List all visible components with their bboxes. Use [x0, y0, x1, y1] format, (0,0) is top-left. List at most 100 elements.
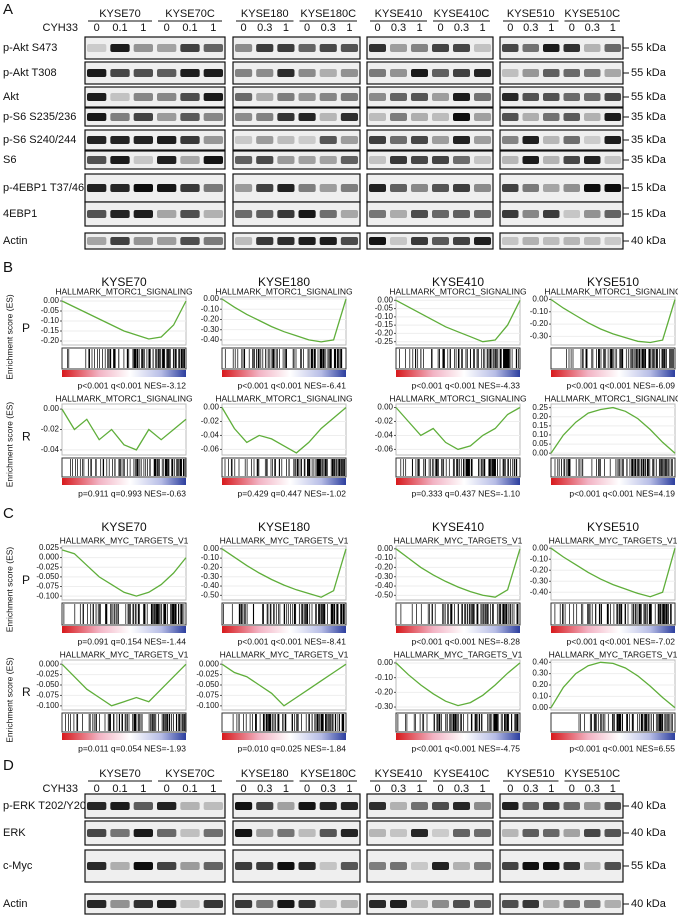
rank-colorbar	[551, 478, 675, 485]
blot-band	[298, 156, 316, 164]
dose-label: 0	[507, 22, 513, 34]
y-tick-label: -0.10	[530, 554, 549, 563]
y-tick-label: -0.05	[41, 306, 60, 315]
es-curve	[550, 547, 676, 598]
blot-box	[499, 201, 624, 227]
rank-colorbar	[222, 370, 346, 377]
blot-box	[499, 107, 624, 127]
blot-band	[369, 93, 386, 101]
blot-band	[584, 900, 601, 908]
blot-band	[180, 237, 200, 245]
plot-subtitle: HALLMARK_MYC_TARGETS_V1	[60, 649, 189, 659]
y-tick-label: -0.50	[375, 590, 394, 599]
y-tick-label: -0.10	[375, 312, 394, 321]
blot-band	[110, 900, 130, 908]
column-title: KYSE510	[587, 275, 639, 289]
blot-band	[453, 237, 470, 245]
plot-subtitle: HALLMARK_MYC_TARGETS_V1	[394, 649, 523, 659]
blot-band	[563, 829, 580, 837]
blot-band	[203, 829, 223, 837]
blot-band	[543, 136, 560, 144]
blot-band	[369, 237, 386, 245]
y-tick-label: -0.02	[375, 417, 394, 426]
blot-band	[133, 862, 153, 870]
blot-band	[87, 69, 107, 77]
blot-band	[157, 862, 177, 870]
blot-band	[563, 210, 580, 218]
blot-box	[366, 820, 494, 846]
blot-band	[256, 829, 274, 837]
blot-band	[319, 44, 337, 52]
blot-band	[369, 113, 386, 121]
dose-label: 0.3	[454, 22, 469, 34]
hit-barcode	[554, 459, 673, 476]
blot-band	[180, 184, 200, 192]
stats-label: p=0.333 q=0.437 NES=-1.10	[412, 488, 521, 498]
blot-band	[369, 900, 386, 908]
y-tick-label: 0.10	[532, 430, 548, 439]
blot-box	[84, 61, 226, 85]
blot-band	[157, 210, 177, 218]
dose-label: 0.3	[585, 783, 600, 795]
blot-band	[474, 802, 491, 810]
blot-band	[453, 802, 470, 810]
blot-band	[319, 113, 337, 121]
hit-barcode	[224, 459, 346, 476]
y-tick-label: -0.025	[36, 670, 59, 679]
y-tick-label: 0.000	[39, 659, 60, 668]
blot-band	[390, 210, 407, 218]
y-tick-label: -0.20	[530, 565, 549, 574]
y-tick-label: -0.10	[201, 553, 220, 562]
blot-band	[340, 900, 358, 908]
blot-band	[563, 802, 580, 810]
hit-barcode	[223, 604, 345, 624]
dose-label: 0.3	[257, 22, 272, 34]
blot-band	[235, 829, 253, 837]
dose-label: 0	[241, 22, 247, 34]
dose-label: 0	[304, 783, 310, 795]
blot-band	[277, 210, 295, 218]
protein-label: S6	[3, 154, 16, 166]
blot-box	[232, 849, 361, 883]
panel-letter: C	[3, 505, 14, 522]
y-tick-label: -0.10	[201, 304, 220, 313]
rank-colorbar	[396, 370, 520, 377]
dose-label: 1	[548, 783, 554, 795]
blot-band	[502, 93, 519, 101]
row-label: R	[22, 430, 31, 444]
blot-band	[453, 156, 470, 164]
blot-band	[235, 44, 253, 52]
blot-band	[432, 93, 449, 101]
plot-subtitle: HALLMARK_MYC_TARGETS_V1	[60, 535, 189, 545]
blot-band	[203, 93, 223, 101]
y-tick-label: -0.100	[196, 701, 219, 710]
y-tick-label: -0.20	[375, 329, 394, 338]
blot-band	[133, 136, 153, 144]
blot-band	[584, 113, 601, 121]
y-tick-label: -0.20	[375, 687, 394, 696]
blot-band	[390, 93, 407, 101]
blot-box	[84, 893, 226, 915]
blot-box	[366, 36, 494, 60]
blot-band	[157, 184, 177, 192]
es-curve	[221, 407, 347, 454]
blot-band	[543, 862, 560, 870]
dose-label: 1	[416, 22, 422, 34]
blot-band	[277, 44, 295, 52]
dose-label: 0	[94, 22, 100, 34]
y-tick-label: -0.30	[375, 702, 394, 711]
blot-band	[584, 156, 601, 164]
blot-band	[432, 44, 449, 52]
dose-label: 0.3	[391, 22, 406, 34]
plot-frame	[395, 545, 521, 601]
hit-barcode	[578, 714, 673, 731]
stats-label: p<0.001 q<0.001 NES=-8.41	[238, 636, 347, 646]
dose-label: 0	[304, 22, 310, 34]
blot-box	[366, 201, 494, 227]
blot-band	[298, 113, 316, 121]
blot-band	[411, 156, 428, 164]
blot-band	[411, 862, 428, 870]
blot-band	[604, 93, 621, 101]
blot-band	[157, 156, 177, 164]
hit-barcode	[397, 714, 519, 731]
